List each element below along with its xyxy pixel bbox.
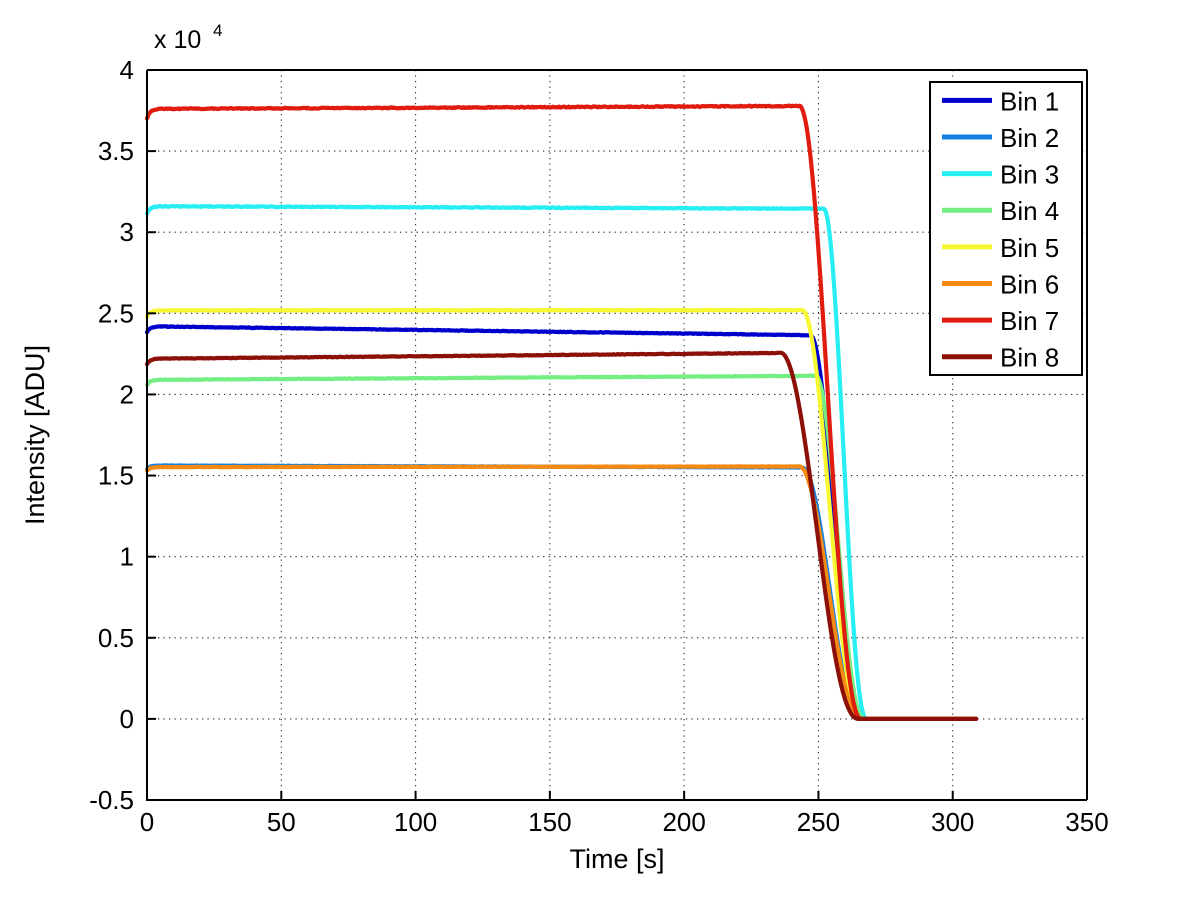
y-tick-label: 0.5 bbox=[98, 623, 134, 653]
y-tick-label: -0.5 bbox=[89, 785, 134, 815]
series-line-bin-1 bbox=[144, 324, 979, 721]
legend-item[interactable]: Bin 2 bbox=[942, 123, 1059, 153]
legend-label: Bin 3 bbox=[1000, 160, 1059, 190]
y-tick-label: 1 bbox=[120, 542, 134, 572]
legend-label: Bin 6 bbox=[1000, 269, 1059, 299]
x-tick-label: 150 bbox=[528, 807, 571, 837]
series-line-bin-4 bbox=[144, 373, 979, 721]
series-line-bin-6 bbox=[144, 464, 979, 721]
legend-box bbox=[929, 81, 1083, 376]
legend-label: Bin 7 bbox=[1000, 306, 1059, 336]
x-tick-label: 250 bbox=[797, 807, 840, 837]
legend-label: Bin 1 bbox=[1000, 86, 1059, 116]
legend-item[interactable]: Bin 4 bbox=[942, 196, 1059, 226]
x-tick-label: 50 bbox=[267, 807, 296, 837]
x-tick-label: 200 bbox=[662, 807, 705, 837]
legend-label: Bin 2 bbox=[1000, 123, 1059, 153]
x-tick-label: 300 bbox=[931, 807, 974, 837]
legend-label: Bin 4 bbox=[1000, 196, 1059, 226]
x-tick-label: 0 bbox=[140, 807, 154, 837]
y-tick-label: 0 bbox=[120, 704, 134, 734]
axis-ticks bbox=[146, 69, 1088, 801]
series-line-bin-8 bbox=[144, 350, 979, 721]
data-series-layer bbox=[144, 103, 979, 721]
y-axis-multiplier-exponent: 4 bbox=[213, 21, 222, 40]
series-line-bin-7 bbox=[144, 103, 979, 721]
legend-item[interactable]: Bin 8 bbox=[942, 343, 1059, 373]
legend-item[interactable]: Bin 1 bbox=[942, 86, 1059, 116]
legend-item[interactable]: Bin 5 bbox=[942, 233, 1059, 263]
legend-item[interactable]: Bin 7 bbox=[942, 306, 1059, 336]
y-tick-label: 4 bbox=[120, 55, 134, 85]
legend-label: Bin 8 bbox=[1000, 343, 1059, 373]
y-tick-label: 1.5 bbox=[98, 461, 134, 491]
y-tick-label: 3.5 bbox=[98, 136, 134, 166]
x-tick-label: 100 bbox=[394, 807, 437, 837]
y-tick-label: 2 bbox=[120, 379, 134, 409]
y-axis-multiplier: x 10 bbox=[154, 26, 201, 54]
axis-tick-labels: 0 50 100 150 200 250 300 350-0.500.511.522.533.… bbox=[89, 55, 1109, 837]
axis-titles: Time [s] Intensity [ADU] x 10 4 bbox=[20, 21, 665, 874]
y-tick-label: 2.5 bbox=[98, 298, 134, 328]
y-axis-title: Intensity [ADU] bbox=[20, 345, 50, 525]
legend-item[interactable]: Bin 3 bbox=[942, 160, 1059, 190]
x-axis-title: Time [s] bbox=[569, 844, 664, 874]
series-line-bin-5 bbox=[144, 307, 979, 721]
series-line-bin-3 bbox=[144, 203, 979, 721]
y-tick-label: 3 bbox=[120, 217, 134, 247]
legend[interactable]: Bin 1 Bin 2 Bin 3 Bin 4 Bin 5 Bin 6 Bin 7 Bin 8 bbox=[929, 81, 1083, 376]
legend-item[interactable]: Bin 6 bbox=[942, 269, 1059, 299]
legend-label: Bin 5 bbox=[1000, 233, 1059, 263]
x-tick-label: 350 bbox=[1065, 807, 1108, 837]
